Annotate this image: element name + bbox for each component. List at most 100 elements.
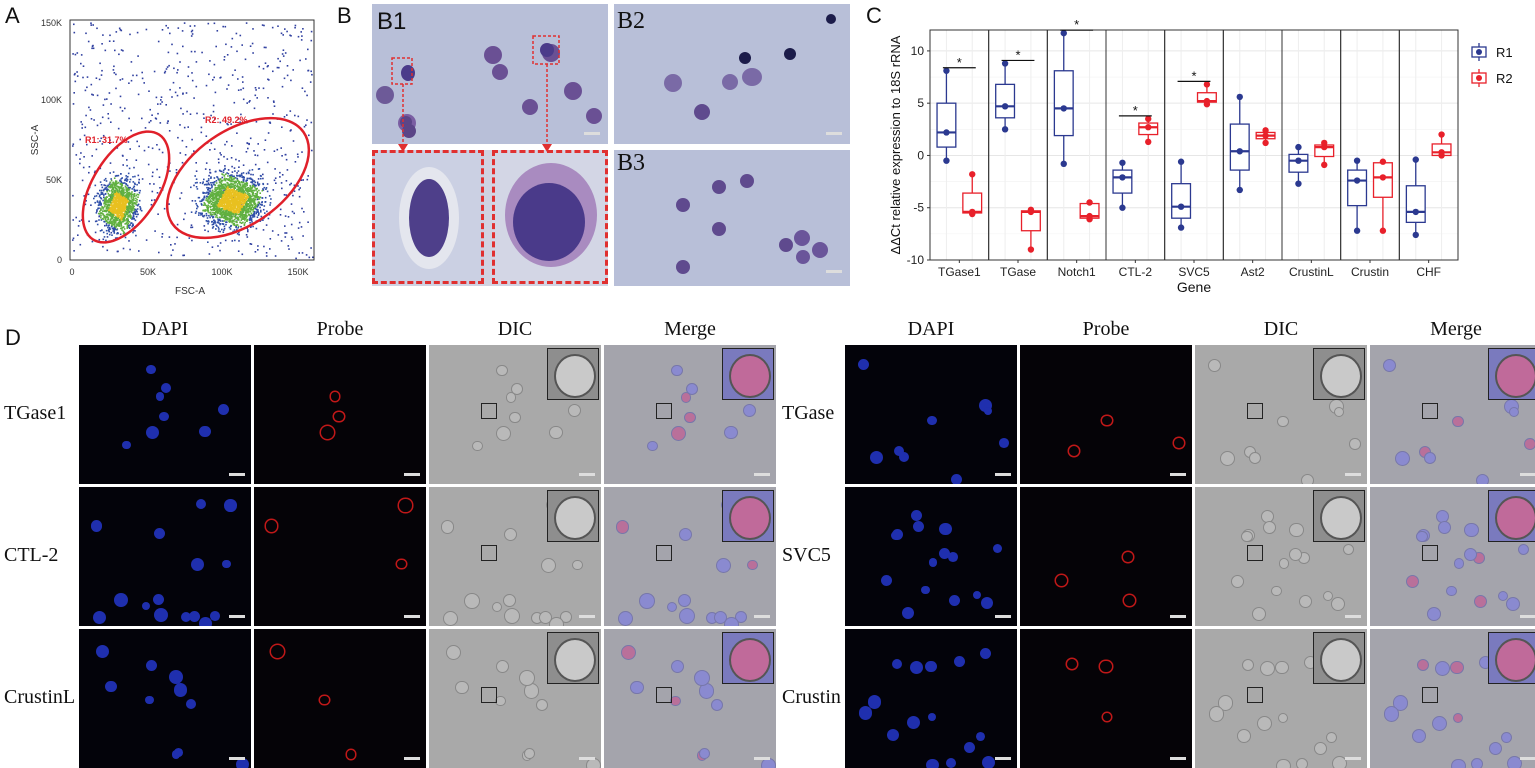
- event-dot: [158, 148, 161, 151]
- event-dot: [121, 154, 124, 157]
- y-tick-label: 5: [917, 96, 924, 110]
- event-dot: [237, 188, 239, 191]
- event-dot: [174, 243, 176, 245]
- event-dot: [270, 198, 272, 200]
- event-dot: [208, 214, 210, 217]
- event-dot: [122, 49, 124, 52]
- event-dot: [101, 206, 104, 209]
- event-dot: [204, 168, 207, 170]
- event-dot: [181, 139, 184, 142]
- event-dot: [94, 195, 96, 198]
- event-dot: [201, 213, 203, 216]
- cell: [146, 425, 159, 439]
- event-dot: [122, 182, 124, 184]
- event-dot: [310, 30, 313, 33]
- event-dot: [120, 225, 123, 227]
- event-dot: [290, 129, 292, 131]
- event-dot: [89, 109, 92, 111]
- event-dot: [226, 198, 228, 201]
- event-dot: [129, 215, 131, 218]
- event-dot: [217, 193, 219, 195]
- event-dot: [104, 218, 107, 221]
- event-dot: [132, 176, 134, 178]
- event-dot: [246, 188, 248, 190]
- event-dot: [122, 194, 125, 196]
- event-dot: [134, 175, 136, 178]
- event-dot: [106, 98, 108, 100]
- event-dot: [120, 183, 123, 186]
- event-dot: [235, 217, 237, 219]
- event-dot: [234, 182, 236, 184]
- zoom-inset: [722, 348, 774, 400]
- event-dot: [240, 215, 242, 217]
- event-dot: [102, 34, 104, 36]
- scale-bar: [1520, 473, 1535, 476]
- event-dot: [93, 171, 96, 174]
- event-dot: [133, 185, 136, 188]
- event-dot: [120, 181, 123, 184]
- event-dot: [225, 202, 227, 204]
- event-dot: [259, 196, 262, 198]
- event-dot: [237, 225, 240, 228]
- event-dot: [251, 214, 253, 216]
- event-dot: [99, 167, 102, 170]
- cell: [1208, 358, 1222, 373]
- event-dot: [207, 204, 209, 207]
- event-dot: [246, 205, 248, 207]
- event-dot: [234, 181, 237, 183]
- event-dot: [251, 205, 254, 208]
- event-dot: [227, 178, 229, 181]
- cell: [1174, 438, 1184, 448]
- event-dot: [102, 231, 105, 234]
- event-dot: [110, 186, 113, 188]
- event-dot: [257, 183, 259, 185]
- event-dot: [115, 182, 117, 184]
- event-dot: [115, 183, 118, 186]
- event-dot: [213, 181, 215, 184]
- event-dot: [106, 189, 108, 191]
- event-dot: [284, 28, 286, 30]
- event-dot: [84, 203, 87, 206]
- event-dot: [132, 204, 134, 207]
- event-dot: [101, 43, 103, 45]
- cell: [1102, 416, 1111, 425]
- event-dot: [99, 230, 102, 232]
- cell: [491, 601, 502, 612]
- event-dot: [247, 203, 250, 205]
- data-point: [1379, 158, 1387, 165]
- event-dot: [274, 168, 276, 170]
- event-dot: [109, 222, 112, 225]
- event-dot: [222, 186, 225, 188]
- zoom-marker: [1422, 687, 1438, 703]
- micrograph-dapi: [79, 487, 251, 626]
- event-dot: [245, 197, 248, 199]
- event-dot: [75, 154, 78, 156]
- event-dot: [205, 220, 208, 222]
- micrograph-dic: [429, 487, 601, 626]
- event-dot: [246, 219, 249, 221]
- cell: [1241, 530, 1253, 543]
- event-dot: [112, 220, 114, 222]
- event-dot: [238, 166, 240, 168]
- event-dot: [236, 213, 238, 216]
- event-dot: [128, 224, 130, 227]
- event-dot: [219, 184, 222, 187]
- event-dot: [187, 66, 190, 68]
- event-dot: [132, 214, 135, 216]
- event-dot: [92, 24, 94, 26]
- event-dot: [92, 47, 95, 50]
- event-dot: [209, 149, 211, 151]
- event-dot: [228, 180, 231, 182]
- event-dot: [128, 195, 130, 198]
- event-dot: [93, 119, 95, 121]
- event-dot: [91, 240, 94, 243]
- event-dot: [244, 199, 246, 202]
- event-dot: [269, 238, 272, 240]
- cell: [105, 681, 117, 693]
- cell: [1295, 758, 1308, 768]
- cell: [568, 404, 582, 418]
- cell: [560, 610, 572, 623]
- data-point: [1262, 127, 1269, 134]
- event-dot: [210, 184, 213, 186]
- event-dot: [120, 221, 123, 224]
